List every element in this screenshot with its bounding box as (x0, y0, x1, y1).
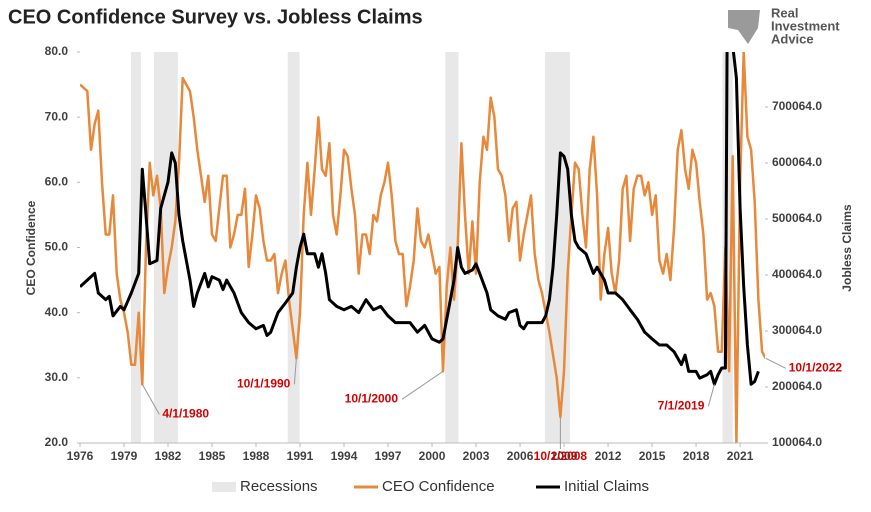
annotation-leader (401, 370, 444, 400)
x-tick-label: 1985 (199, 449, 226, 463)
y2-tick-label: 700064.0 (772, 99, 822, 113)
recession-band (445, 52, 459, 443)
recession-band (722, 52, 733, 443)
annotation-leader (293, 358, 297, 385)
y-tick-label: 70.0 (45, 109, 69, 123)
recession-band (130, 52, 141, 443)
y-tick-label: 40.0 (45, 305, 69, 319)
annotation: 10/1/2008 (534, 449, 588, 463)
chart-title: CEO Confidence Survey vs. Jobless Claims (8, 6, 423, 28)
x-tick-label: 2000 (419, 449, 446, 463)
x-tick-label: 2009 (551, 449, 578, 463)
logo-icon (728, 10, 760, 44)
logo: Real Investment Advice (728, 5, 840, 46)
y2-tick-label: 400064.0 (772, 267, 822, 281)
x-tick-label: 2021 (727, 449, 754, 463)
x-tick-label: 2006 (507, 449, 534, 463)
logo-text: Real (771, 5, 798, 20)
annotation-leader (141, 384, 160, 415)
y2-tick-label: 300064.0 (772, 323, 822, 337)
legend-label: CEO Confidence (382, 478, 495, 495)
x-tick-label: 1994 (331, 449, 358, 463)
annotation: 4/1/1980 (162, 407, 209, 421)
x-tick-label: 2012 (595, 449, 622, 463)
y2-tick-label: 500064.0 (772, 211, 822, 225)
y2-tick-label: 100064.0 (772, 435, 822, 449)
x-tick-label: 1979 (111, 449, 138, 463)
annotation-leader (765, 357, 786, 369)
y2-tick-label: 200064.0 (772, 379, 822, 393)
x-tick-label: 2003 (463, 449, 490, 463)
x-tick-label: 1982 (155, 449, 182, 463)
x-tick-label: 2018 (683, 449, 710, 463)
annotation: 10/1/2000 (345, 391, 399, 405)
recession-band (153, 52, 178, 443)
y-tick-label: 50.0 (45, 240, 69, 254)
x-tick-label: 1988 (243, 449, 270, 463)
series-line (80, 52, 765, 443)
y-tick-label: 60.0 (45, 175, 69, 189)
y2-tick-label: 600064.0 (772, 155, 822, 169)
y-tick-label: 30.0 (45, 370, 69, 384)
x-tick-label: 2015 (639, 449, 666, 463)
logo-text: Investment (771, 18, 840, 33)
y-tick-label: 20.0 (45, 435, 69, 449)
logo-text: Advice (771, 31, 814, 46)
series-line (80, 52, 760, 386)
annotation: 10/1/1990 (237, 376, 291, 390)
annotation: 10/1/2022 (789, 360, 843, 374)
annotation: 7/1/2019 (658, 398, 705, 412)
x-tick-label: 1997 (375, 449, 402, 463)
legend-label: Recessions (240, 478, 318, 495)
recession-band (287, 52, 300, 443)
x-tick-label: 1976 (67, 449, 94, 463)
y-axis-title: CEO Confidence (24, 200, 38, 295)
legend-label: Initial Claims (564, 478, 649, 495)
y2-axis-title: Jobless Claims (840, 204, 854, 292)
annotation-leader (707, 384, 715, 407)
x-tick-label: 1991 (287, 449, 314, 463)
y-tick-label: 80.0 (45, 44, 69, 58)
legend-swatch (212, 482, 236, 492)
